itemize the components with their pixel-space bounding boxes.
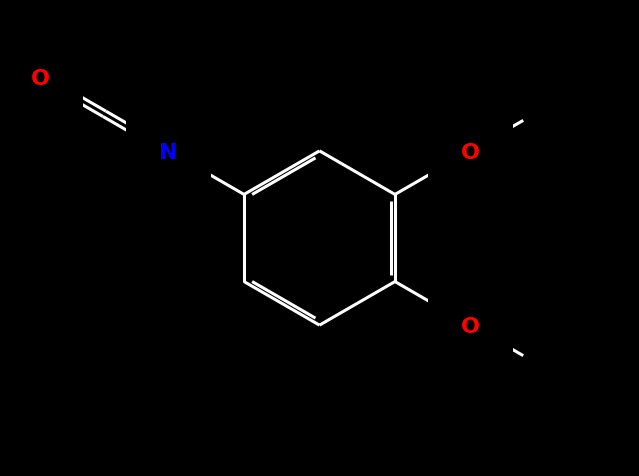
Text: O: O xyxy=(31,69,50,89)
Text: N: N xyxy=(159,143,178,163)
Text: O: O xyxy=(461,317,480,337)
Text: O: O xyxy=(461,143,480,163)
